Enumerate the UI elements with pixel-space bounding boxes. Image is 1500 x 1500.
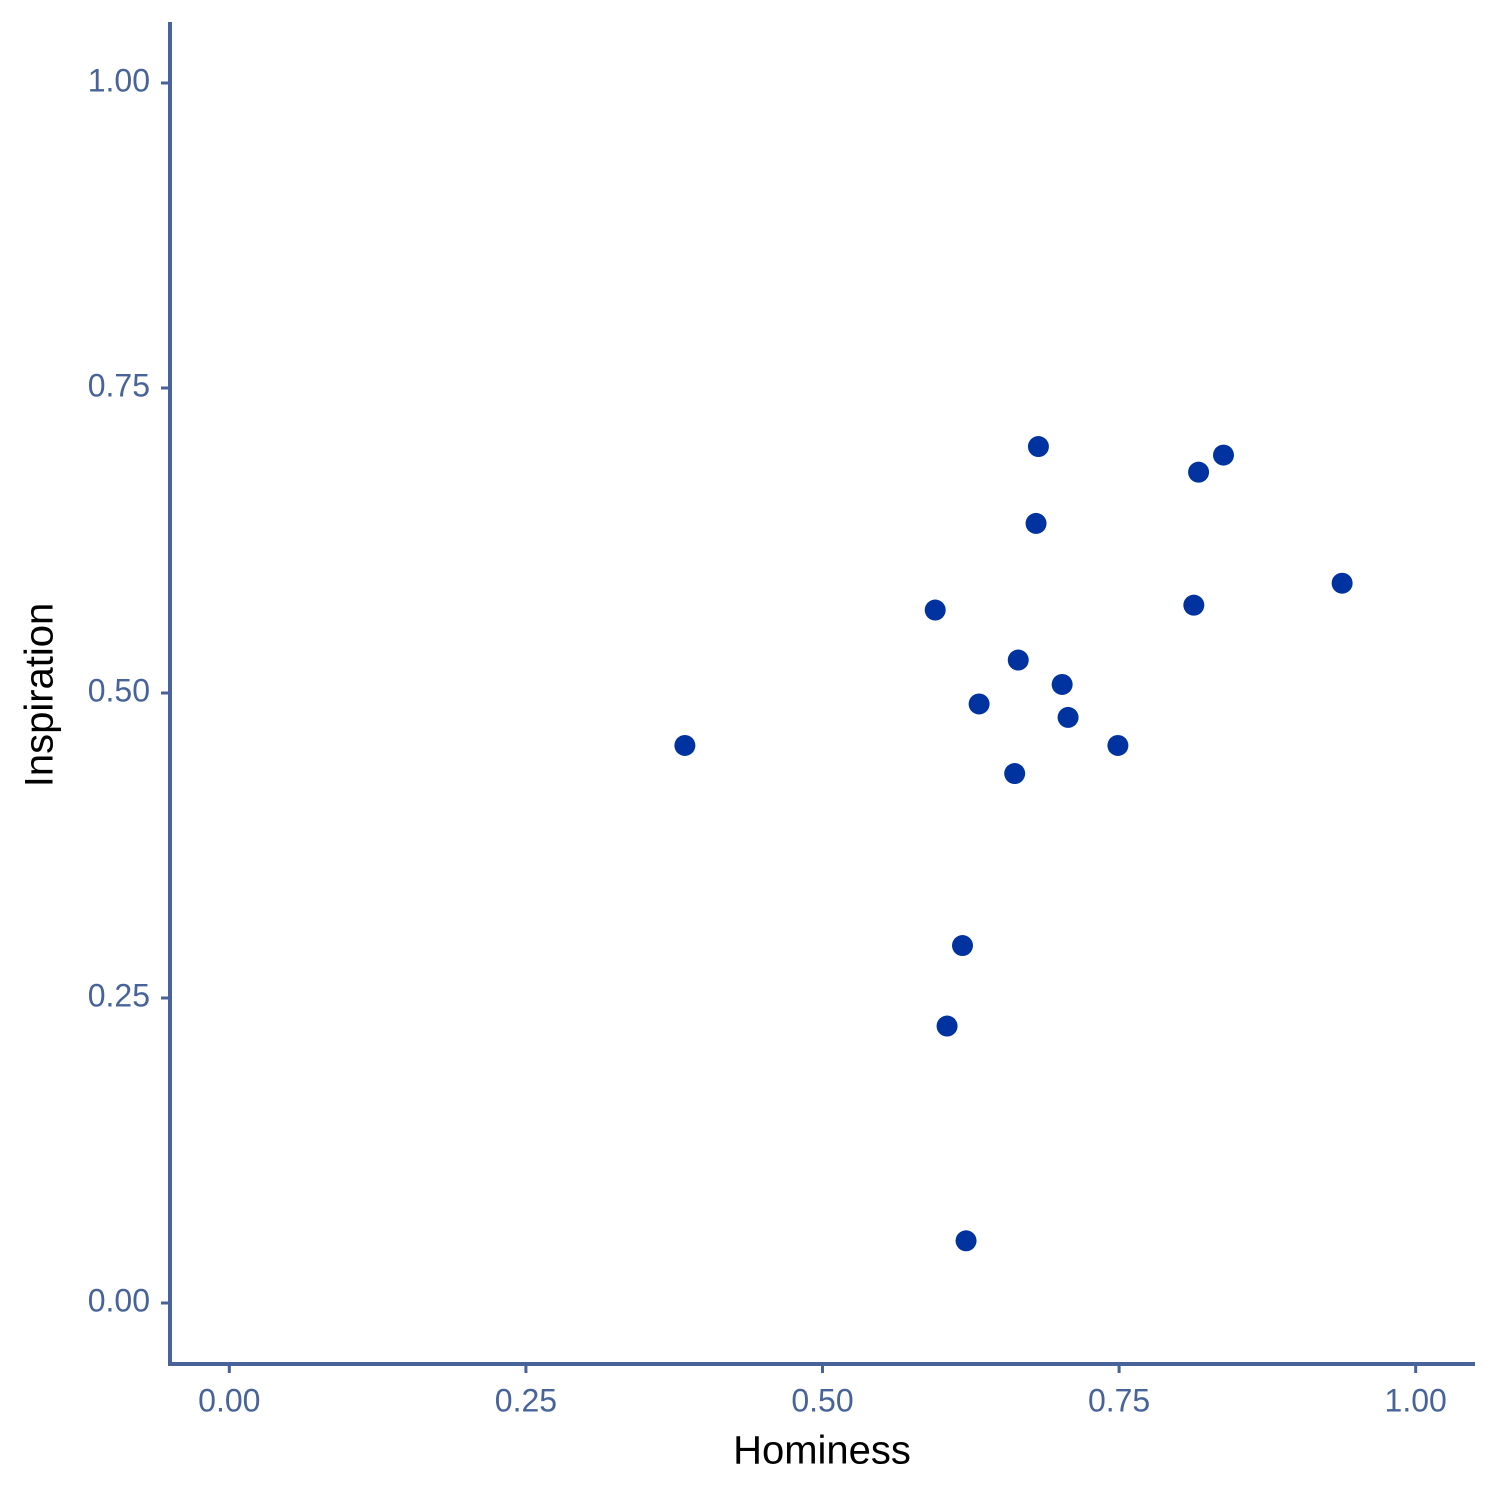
x-tick-label: 0.00 (198, 1382, 260, 1418)
point (1183, 594, 1205, 616)
point (1007, 649, 1029, 671)
point (968, 693, 990, 715)
x-axis-label: Hominess (733, 1429, 911, 1473)
x-tick-label: 1.00 (1385, 1382, 1447, 1418)
point (924, 599, 946, 621)
point (951, 935, 973, 957)
x-tick-label: 0.50 (791, 1382, 853, 1418)
point (1004, 763, 1026, 785)
y-tick-label: 0.50 (88, 672, 150, 708)
point (1212, 444, 1234, 466)
y-axis-label: Inspiration (18, 603, 62, 788)
point (1027, 436, 1049, 458)
point (1331, 572, 1353, 594)
point (936, 1015, 958, 1037)
point (1051, 673, 1073, 695)
point (955, 1230, 977, 1252)
point (674, 734, 696, 756)
point (1188, 461, 1210, 483)
point (1107, 734, 1129, 756)
point (1025, 512, 1047, 534)
y-tick-label: 0.75 (88, 367, 150, 403)
y-tick-label: 1.00 (88, 62, 150, 98)
y-tick-label: 0.25 (88, 977, 150, 1013)
y-tick-label: 0.00 (88, 1282, 150, 1318)
x-tick-label: 0.25 (495, 1382, 557, 1418)
point (1057, 706, 1079, 728)
x-tick-label: 0.75 (1088, 1382, 1150, 1418)
